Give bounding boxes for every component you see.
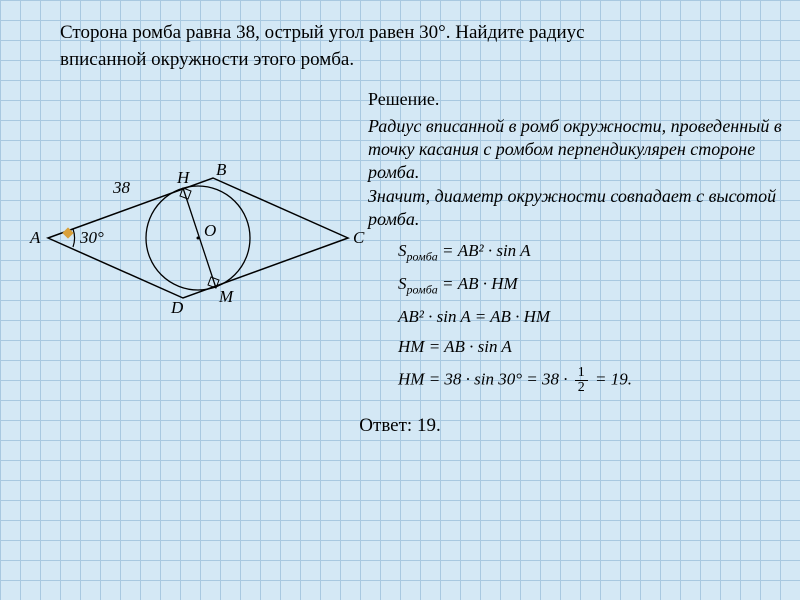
solution-title: Решение. (368, 88, 782, 111)
svg-text:38: 38 (112, 178, 131, 197)
formula-3: AB² · sin A = AB · HM (398, 306, 782, 328)
problem-line-1: Сторона ромба равна 38, острый угол раве… (60, 22, 585, 43)
rhombus-diagram: A B C D H M O 38 30° (18, 108, 368, 368)
solution-body: Радиус вписанной в ромб окружности, пров… (368, 115, 782, 232)
svg-text:H: H (176, 168, 191, 187)
svg-text:B: B (216, 160, 227, 179)
svg-text:M: M (218, 287, 234, 306)
svg-text:A: A (29, 228, 41, 247)
formula-5: HM = 38 · sin 30° = 38 · 12 = 19. (398, 366, 782, 395)
svg-text:O: O (204, 221, 216, 240)
formula-block: Sромба = AB² · sin A Sромба = AB · HM AB… (368, 240, 782, 395)
svg-text:30°: 30° (79, 228, 104, 247)
answer: Ответ: 19. (359, 415, 440, 437)
problem-line-2: вписанной окружности этого ромба. (60, 49, 354, 70)
svg-text:D: D (170, 298, 184, 317)
formula-1: Sромба = AB² · sin A (398, 240, 782, 265)
formula-4: HM = AB · sin A (398, 336, 782, 358)
formula-2: Sромба = AB · HM (398, 273, 782, 298)
svg-text:C: C (353, 228, 365, 247)
